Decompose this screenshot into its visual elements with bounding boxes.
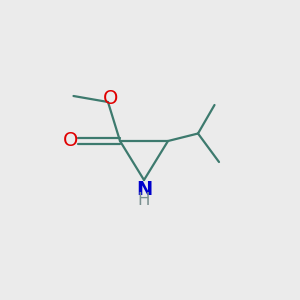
Text: O: O	[103, 89, 118, 109]
Text: O: O	[63, 131, 78, 151]
Text: N: N	[136, 180, 152, 199]
Text: H: H	[138, 191, 150, 209]
